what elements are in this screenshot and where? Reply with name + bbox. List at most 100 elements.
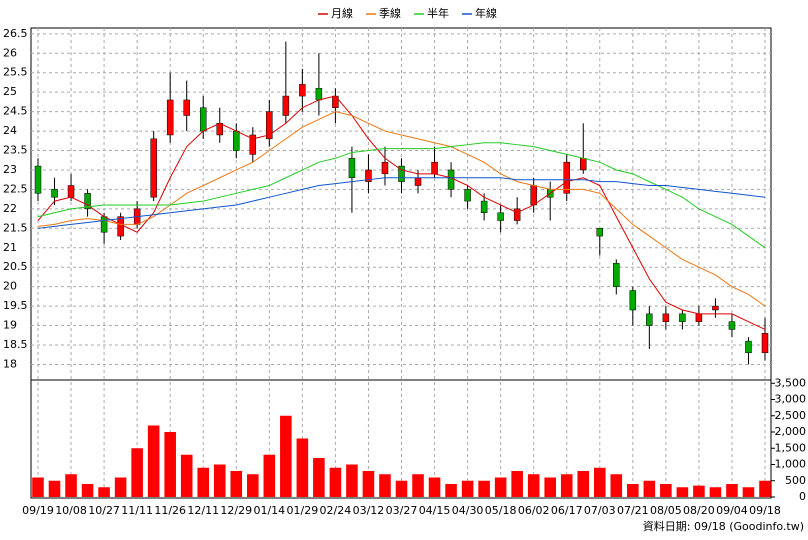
x-tick-label: 11/11 — [121, 504, 153, 517]
y2-tick-label: 0 — [799, 490, 806, 503]
candle-body — [580, 158, 587, 171]
x-tick-label: 08/20 — [683, 504, 715, 517]
legend-label: 季線 — [379, 6, 401, 20]
y-tick-label: 21.5 — [3, 221, 28, 234]
x-tick-label: 10/08 — [55, 504, 87, 517]
x-tick-label: 05/18 — [485, 504, 517, 517]
candle-body — [299, 84, 306, 97]
volume-bar — [164, 432, 176, 497]
candle-body — [249, 134, 257, 155]
x-tick-label: 01/29 — [287, 504, 319, 517]
volume-bar — [412, 474, 424, 497]
y2-tick-label: 1,000 — [775, 458, 807, 471]
volume-bar — [379, 474, 391, 497]
volume-bar — [494, 477, 507, 497]
y-tick-label: 24 — [3, 124, 17, 137]
x-tick-label: 09/19 — [22, 504, 54, 517]
volume-bar — [709, 487, 722, 497]
volume-bar — [230, 471, 243, 497]
volume-bar — [643, 480, 656, 497]
volume-bar — [759, 480, 771, 497]
y2-tick-label: 1,500 — [775, 441, 807, 454]
candle-body — [51, 189, 58, 198]
volume-bar — [81, 484, 94, 497]
y-tick-label: 19.5 — [3, 299, 28, 312]
y-tick-label: 23 — [3, 163, 17, 176]
volume-bar — [131, 448, 143, 497]
y-tick-label: 23.5 — [3, 144, 28, 157]
y2-tick-label: 3,000 — [775, 393, 807, 406]
candle-body — [414, 177, 422, 186]
y-tick-label: 24.5 — [3, 105, 28, 118]
x-tick-label: 12/29 — [220, 504, 252, 517]
candle-body — [150, 138, 157, 198]
x-tick-label: 10/27 — [88, 504, 120, 517]
volume-bar — [395, 480, 408, 497]
legend-label: 半年 — [427, 6, 449, 20]
candle-body — [315, 88, 323, 101]
volume-bar — [313, 458, 325, 497]
candle-body — [662, 313, 670, 322]
volume-bar — [577, 471, 590, 497]
volume-bar — [65, 474, 77, 497]
candle-body — [530, 185, 537, 206]
ma-line — [37, 111, 766, 307]
y-tick-label: 20.5 — [3, 260, 28, 273]
y2-tick-label: 2,000 — [775, 425, 807, 438]
candle-body — [728, 321, 736, 330]
volume-bar — [511, 471, 523, 497]
volume-bar — [445, 484, 457, 497]
x-tick-label: 04/30 — [452, 504, 484, 517]
candle-body — [679, 313, 686, 322]
x-tick-label: 08/05 — [650, 504, 682, 517]
y-tick-label: 18 — [3, 357, 17, 370]
candle-body — [282, 95, 290, 116]
y-tick-label: 21 — [3, 241, 17, 254]
volume-bar — [98, 487, 110, 497]
y-tick-label: 20 — [3, 280, 17, 293]
y-tick-label: 19 — [3, 319, 17, 332]
volume-bar — [329, 467, 342, 497]
y-tick-label: 26.5 — [3, 27, 28, 40]
candle-body — [34, 165, 42, 194]
x-tick-label: 01/14 — [253, 504, 285, 517]
volume-bar — [610, 474, 623, 497]
candle-body — [464, 189, 471, 202]
volume-bar — [147, 425, 160, 497]
candle-body — [695, 313, 703, 322]
x-tick-label: 03/27 — [386, 504, 418, 517]
volume-bar — [213, 464, 226, 497]
x-tick-label: 09/18 — [749, 504, 781, 517]
x-tick-label: 07/21 — [617, 504, 649, 517]
candle-body — [381, 161, 389, 175]
candle-body — [183, 99, 190, 116]
volume-bar — [660, 484, 672, 497]
legend-label: 年線 — [475, 6, 497, 20]
volume-bar — [461, 480, 474, 497]
x-tick-label: 04/15 — [419, 504, 451, 517]
volume-bar — [48, 480, 61, 497]
volume-bar — [263, 454, 276, 497]
x-tick-label: 07/03 — [584, 504, 616, 517]
y2-tick-label: 2,500 — [775, 409, 807, 422]
y-tick-label: 25 — [3, 85, 17, 98]
candle-body — [745, 340, 752, 354]
y-tick-label: 22.5 — [3, 182, 28, 195]
ma-line — [37, 177, 766, 229]
x-tick-label: 02/24 — [320, 504, 352, 517]
x-tick-label: 09/04 — [716, 504, 748, 517]
candle-body — [431, 161, 438, 175]
x-tick-label: 06/17 — [551, 504, 583, 517]
volume-bar — [676, 487, 689, 497]
volume-bar — [197, 467, 210, 497]
volume-bar — [560, 474, 573, 497]
candle-body — [646, 313, 653, 326]
y-tick-label: 18.5 — [3, 338, 28, 351]
candle-body — [365, 169, 372, 182]
volume-bar — [478, 480, 490, 497]
candle-body — [84, 193, 91, 210]
volume-bar — [296, 438, 309, 497]
candle-body — [629, 290, 637, 311]
volume-bar — [180, 454, 193, 497]
x-tick-label: 11/26 — [154, 504, 186, 517]
